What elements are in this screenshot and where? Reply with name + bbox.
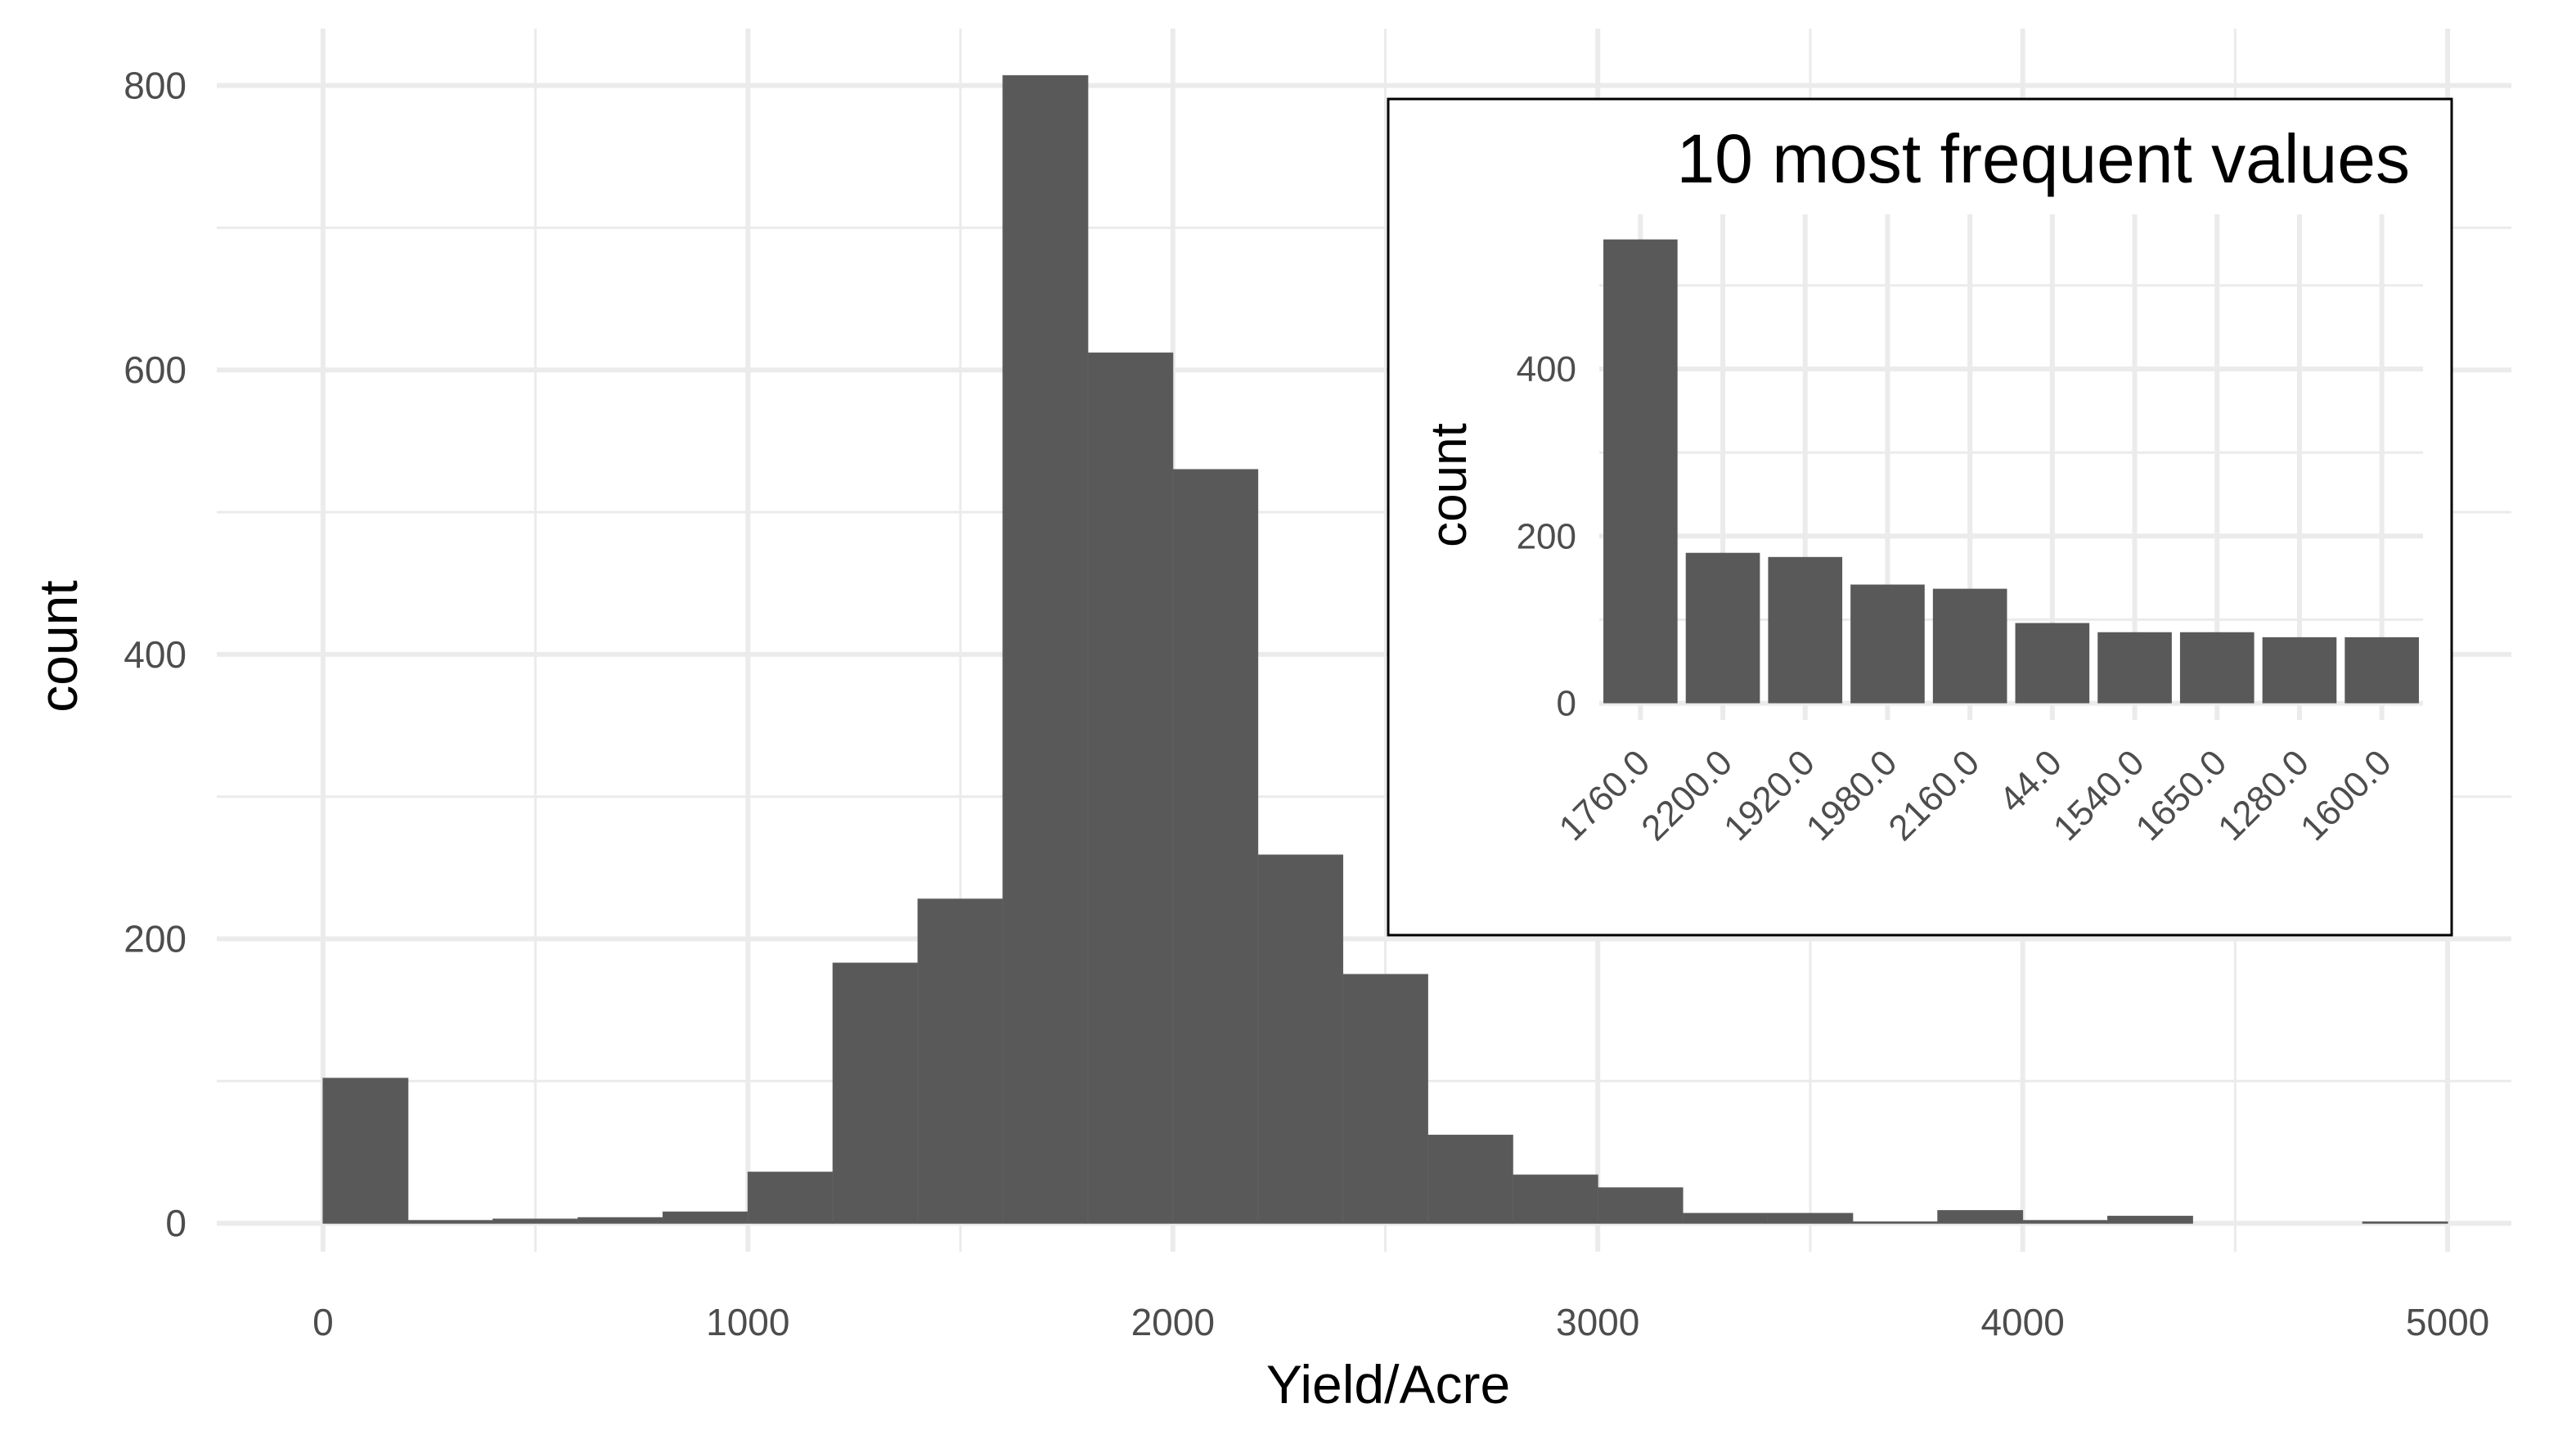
y-tick-label: 0 [165,1202,187,1244]
x-tick-label: 2000 [1131,1301,1215,1343]
inset-bar [1685,552,1760,704]
histogram-bar [1852,1221,1939,1224]
histogram-bar [1002,74,1089,1224]
histogram-bar [1682,1212,1769,1224]
histogram-bar [1087,352,1174,1224]
inset-y-axis-title: count [1421,423,1477,547]
main-bars [322,74,2448,1224]
y-tick-label: 400 [124,633,187,676]
inset-bar [2015,623,2090,704]
histogram-bar [492,1218,579,1224]
histogram-bar [662,1211,749,1224]
x-axis-title: Yield/Acre [1266,1354,1510,1415]
inset-bar [1932,588,2007,704]
histogram-bar [1597,1187,1684,1224]
histogram-bar [2107,1216,2193,1224]
inset-y-tick-label: 200 [1517,516,1576,556]
histogram-bar [322,1077,409,1224]
x-tick-label: 4000 [1980,1301,2064,1343]
histogram-bar [832,962,919,1224]
histogram-bar [1767,1212,1854,1224]
histogram-bar [917,898,1004,1224]
y-tick-label: 800 [124,65,187,107]
inset-bar [2344,637,2419,704]
histogram-bar [407,1220,494,1224]
histogram-bar [1342,974,1428,1224]
x-tick-label: 5000 [2406,1301,2489,1343]
inset-bar [1603,239,1678,704]
histogram-bar [1512,1174,1598,1224]
inset-bars [1603,239,2419,704]
x-tick-label: 0 [312,1301,334,1343]
inset-panel [1387,97,2453,937]
histogram-bar [1937,1210,2024,1224]
histogram-bar [1257,854,1344,1224]
inset-bar [1768,556,1843,704]
inset-bar [2262,637,2337,704]
inset-bar [1850,584,1925,704]
inset-y-tick-label: 400 [1517,349,1576,389]
inset-title: 10 most frequent values [1676,120,2410,197]
histogram-bar [578,1217,663,1224]
inset-bar [2097,632,2172,704]
histogram-bar [747,1172,834,1224]
histogram-bar [1172,469,1259,1224]
histogram-bar [2022,1220,2109,1224]
inset-y-tick-label: 0 [1557,684,1576,724]
x-tick-label: 3000 [1556,1301,1639,1343]
y-tick-label: 200 [124,918,187,960]
y-tick-label: 600 [124,349,187,391]
y-axis-title: count [28,580,88,712]
histogram-bar [2362,1221,2448,1224]
x-tick-label: 1000 [706,1301,789,1343]
histogram-bar [1427,1134,1513,1224]
inset-bar [2179,632,2255,704]
